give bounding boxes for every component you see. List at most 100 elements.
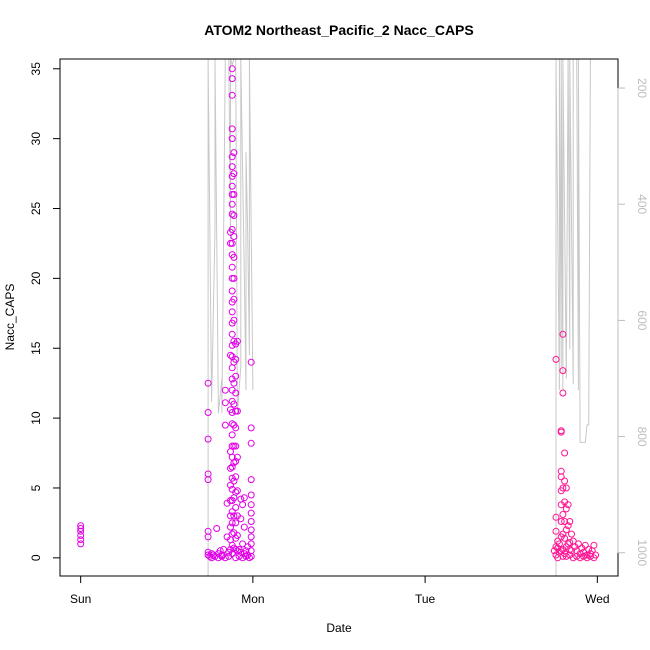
- y-tick-label: 35: [29, 62, 43, 76]
- data-point: [228, 125, 236, 133]
- data-point: [77, 525, 85, 532]
- data-point: [557, 473, 565, 481]
- data-point: [228, 226, 236, 233]
- data-point: [227, 512, 234, 520]
- data-point: [230, 274, 238, 282]
- data-point: [559, 484, 567, 492]
- data-point: [221, 421, 229, 429]
- y-tick-label: 10: [29, 411, 43, 425]
- data-point: [247, 552, 255, 560]
- data-point: [233, 407, 241, 415]
- data-point: [237, 495, 245, 503]
- data-point: [562, 484, 570, 492]
- data-point: [559, 511, 567, 518]
- data-point: [230, 149, 238, 157]
- data-point: [232, 554, 240, 562]
- data-point: [232, 473, 240, 481]
- data-point: [564, 522, 572, 530]
- data-point: [230, 512, 238, 520]
- data-point: [228, 341, 236, 349]
- data-point: [228, 530, 236, 538]
- data-point: [228, 519, 236, 527]
- data-point: [561, 518, 569, 525]
- x-axis: Sun Mon Tue Wed: [70, 575, 610, 606]
- data-point: [230, 459, 238, 467]
- data-point: [552, 355, 560, 363]
- data-point: [228, 163, 236, 171]
- data-point: [227, 481, 234, 489]
- plot-frame: [59, 58, 619, 577]
- data-point: [232, 519, 240, 527]
- data-point: [562, 526, 570, 534]
- data-point: [204, 533, 212, 541]
- data-point: [230, 233, 238, 240]
- data-point: [566, 539, 574, 546]
- data-point: [247, 424, 255, 432]
- data-point: [566, 518, 574, 525]
- data-point: [230, 400, 238, 408]
- data-point: [230, 316, 238, 324]
- data-point: [228, 364, 236, 372]
- data-point: [562, 552, 570, 560]
- y-tick-label: 5: [29, 484, 43, 491]
- data-point: [232, 488, 240, 496]
- data-point: [590, 554, 598, 562]
- data-point: [555, 540, 563, 548]
- data-point: [559, 367, 567, 375]
- data-point: [233, 453, 241, 461]
- data-point: [230, 191, 238, 198]
- y2-tick-label: 800: [635, 427, 649, 447]
- data-point: [233, 487, 241, 495]
- data-point: [552, 527, 560, 535]
- data-point: [230, 212, 238, 219]
- data-point: [583, 554, 591, 562]
- data-point: [232, 504, 240, 511]
- y2-tick-label: 400: [635, 194, 649, 214]
- data-point: [232, 424, 240, 432]
- data-point: [228, 508, 236, 516]
- data-point: [228, 239, 236, 247]
- data-point: [232, 442, 240, 450]
- data-point: [214, 554, 222, 562]
- data-point: [247, 533, 255, 541]
- data-point: [239, 501, 247, 509]
- data-point: [247, 518, 255, 525]
- data-point: [204, 476, 212, 484]
- data-point: [228, 287, 236, 295]
- data-point: [233, 337, 241, 345]
- data-points: [77, 65, 600, 562]
- data-point: [228, 153, 236, 161]
- data-point: [225, 552, 233, 560]
- data-point: [221, 386, 229, 394]
- x-tick-label: Mon: [241, 592, 264, 606]
- data-point: [559, 330, 567, 338]
- data-point: [228, 200, 236, 208]
- data-point: [228, 463, 236, 471]
- data-point: [228, 91, 236, 99]
- data-point: [204, 548, 212, 556]
- data-point: [218, 552, 226, 560]
- data-point: [227, 464, 234, 472]
- data-point: [561, 477, 569, 485]
- data-point: [574, 540, 582, 548]
- x-tick-label: Tue: [415, 592, 436, 606]
- y-tick-label: 20: [29, 271, 43, 285]
- data-point: [211, 552, 219, 560]
- data-point: [562, 505, 570, 513]
- y-axis: 0 5 10 15 20 25 30 35: [29, 62, 61, 561]
- data-point: [239, 554, 247, 562]
- y-tick-label: 15: [29, 341, 43, 355]
- y-tick-label: 30: [29, 132, 43, 146]
- data-point: [227, 546, 234, 553]
- data-point: [568, 547, 575, 555]
- data-point: [228, 431, 236, 439]
- data-point: [242, 552, 250, 560]
- data-point: [77, 522, 85, 530]
- data-point: [240, 523, 248, 531]
- x-tick-label: Wed: [585, 592, 609, 606]
- data-point: [230, 295, 238, 303]
- data-point: [230, 379, 238, 387]
- data-point: [228, 210, 236, 218]
- y2-tick-label: 200: [635, 78, 649, 98]
- data-point: [208, 554, 216, 562]
